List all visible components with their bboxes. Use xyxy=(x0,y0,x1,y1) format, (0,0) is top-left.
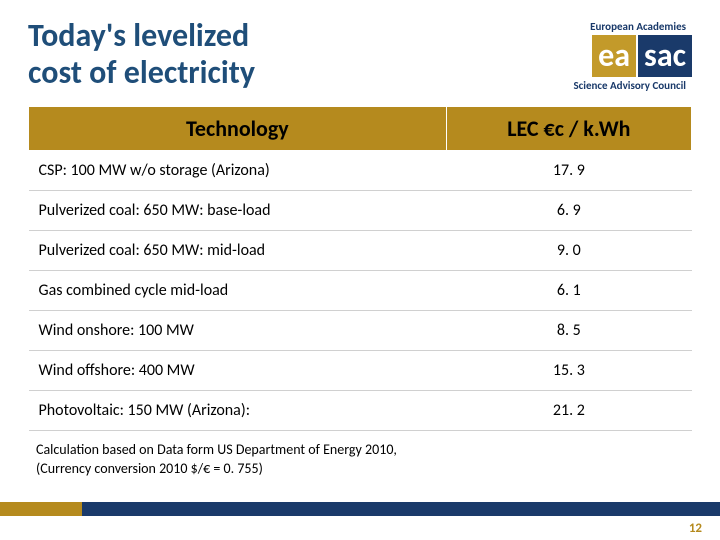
logo-bottom-text: Science Advisory Council xyxy=(467,79,692,92)
cell-tech: Gas combined cycle mid-load xyxy=(29,271,447,311)
header-row: Today's levelized cost of electricity Eu… xyxy=(28,18,692,92)
cell-tech: Pulverized coal: 650 MW: base-load xyxy=(29,191,447,231)
logo-mid: ea sac xyxy=(467,35,692,77)
footer-gold xyxy=(0,502,82,516)
footnote-line-1: Calculation based on Data form US Depart… xyxy=(36,441,397,458)
table-row: Gas combined cycle mid-load 6. 1 xyxy=(29,271,692,311)
cell-tech: Wind offshore: 400 MW xyxy=(29,351,447,391)
cell-lec: 17. 9 xyxy=(446,151,691,191)
cell-tech: Pulverized coal: 650 MW: mid-load xyxy=(29,231,447,271)
logo-ea: ea xyxy=(592,35,636,77)
title-line-1: Today's levelized xyxy=(28,16,249,55)
table-row: Photovoltaic: 150 MW (Arizona): 21. 2 xyxy=(29,391,692,431)
table-header-row: Technology LEC €c / k.Wh xyxy=(29,107,692,151)
cell-lec: 9. 0 xyxy=(446,231,691,271)
cell-lec: 6. 1 xyxy=(446,271,691,311)
footer-bar xyxy=(0,502,720,516)
table-row: CSP: 100 MW w/o storage (Arizona) 17. 9 xyxy=(29,151,692,191)
table-container: Technology LEC €c / k.Wh CSP: 100 MW w/o… xyxy=(28,106,692,431)
slide: Today's levelized cost of electricity Eu… xyxy=(0,0,720,540)
title-line-2: cost of electricity xyxy=(28,53,255,92)
cell-tech: CSP: 100 MW w/o storage (Arizona) xyxy=(29,151,447,191)
footnote-line-2: (Currency conversion 2010 $/€ = 0. 755) xyxy=(36,460,263,477)
cell-lec: 15. 3 xyxy=(446,351,691,391)
cell-lec: 6. 9 xyxy=(446,191,691,231)
slide-title: Today's levelized cost of electricity xyxy=(28,18,255,92)
table-row: Wind offshore: 400 MW 15. 3 xyxy=(29,351,692,391)
logo-sac: sac xyxy=(638,35,692,77)
col-lec: LEC €c / k.Wh xyxy=(446,107,691,151)
page-number: 12 xyxy=(689,521,702,536)
footer-navy xyxy=(82,502,720,516)
footnote: Calculation based on Data form US Depart… xyxy=(28,441,692,479)
cell-lec: 21. 2 xyxy=(446,391,691,431)
cell-tech: Photovoltaic: 150 MW (Arizona): xyxy=(29,391,447,431)
cell-lec: 8. 5 xyxy=(446,311,691,351)
table-row: Wind onshore: 100 MW 8. 5 xyxy=(29,311,692,351)
logo-top-text: European Academies xyxy=(467,20,692,33)
table-row: Pulverized coal: 650 MW: base-load 6. 9 xyxy=(29,191,692,231)
cell-tech: Wind onshore: 100 MW xyxy=(29,311,447,351)
lec-table: Technology LEC €c / k.Wh CSP: 100 MW w/o… xyxy=(28,106,692,431)
col-technology: Technology xyxy=(29,107,447,151)
table-row: Pulverized coal: 650 MW: mid-load 9. 0 xyxy=(29,231,692,271)
easac-logo: European Academies ea sac Science Adviso… xyxy=(467,20,692,92)
